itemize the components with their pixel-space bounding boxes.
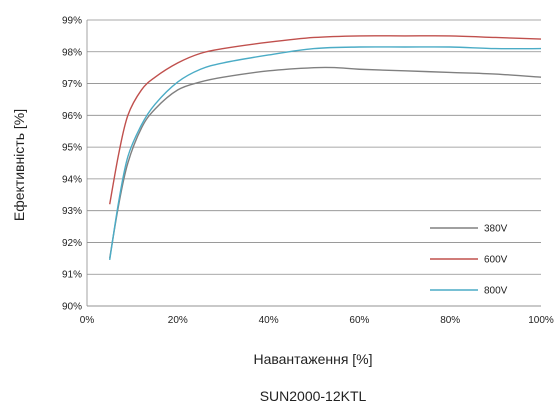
x-tick-label: 80% xyxy=(440,315,460,326)
tick-labels: 90% 91% 92% 93% 94% 95% 96% 97% 98% 99% 0% 20% 40% 60… xyxy=(62,16,554,327)
series-line-600v xyxy=(109,35,542,205)
chart-caption: SUN2000-12KTL xyxy=(260,388,367,404)
grid-lines xyxy=(87,19,541,307)
x-tick-label: 100% xyxy=(528,315,554,326)
y-tick-label: 95% xyxy=(62,143,82,154)
y-axis-title: Ефективність [%] xyxy=(11,109,27,221)
y-tick-label: 96% xyxy=(62,111,82,122)
legend-label-600v: 600V xyxy=(484,255,508,266)
y-tick-label: 92% xyxy=(62,238,82,249)
x-tick-label: 0% xyxy=(80,315,95,326)
y-tick-label: 98% xyxy=(62,47,82,58)
x-tick-label: 20% xyxy=(168,315,188,326)
x-tick-label: 60% xyxy=(349,315,369,326)
legend: 380V 600V 800V xyxy=(430,224,508,297)
y-tick-label: 97% xyxy=(62,79,82,90)
x-tick-label: 40% xyxy=(259,315,279,326)
y-tick-label: 93% xyxy=(62,206,82,217)
legend-label-380v: 380V xyxy=(484,224,508,235)
y-tick-label: 99% xyxy=(62,16,82,27)
axes xyxy=(86,20,541,307)
y-tick-label: 91% xyxy=(62,270,82,281)
series-line-800v xyxy=(109,46,542,261)
y-tick-label: 94% xyxy=(62,174,82,185)
y-tick-label: 90% xyxy=(62,302,82,313)
series-lines xyxy=(109,35,542,261)
series-line-380v xyxy=(109,66,542,259)
legend-label-800v: 800V xyxy=(484,286,508,297)
x-axis-title: Навантаження [%] xyxy=(253,351,372,367)
